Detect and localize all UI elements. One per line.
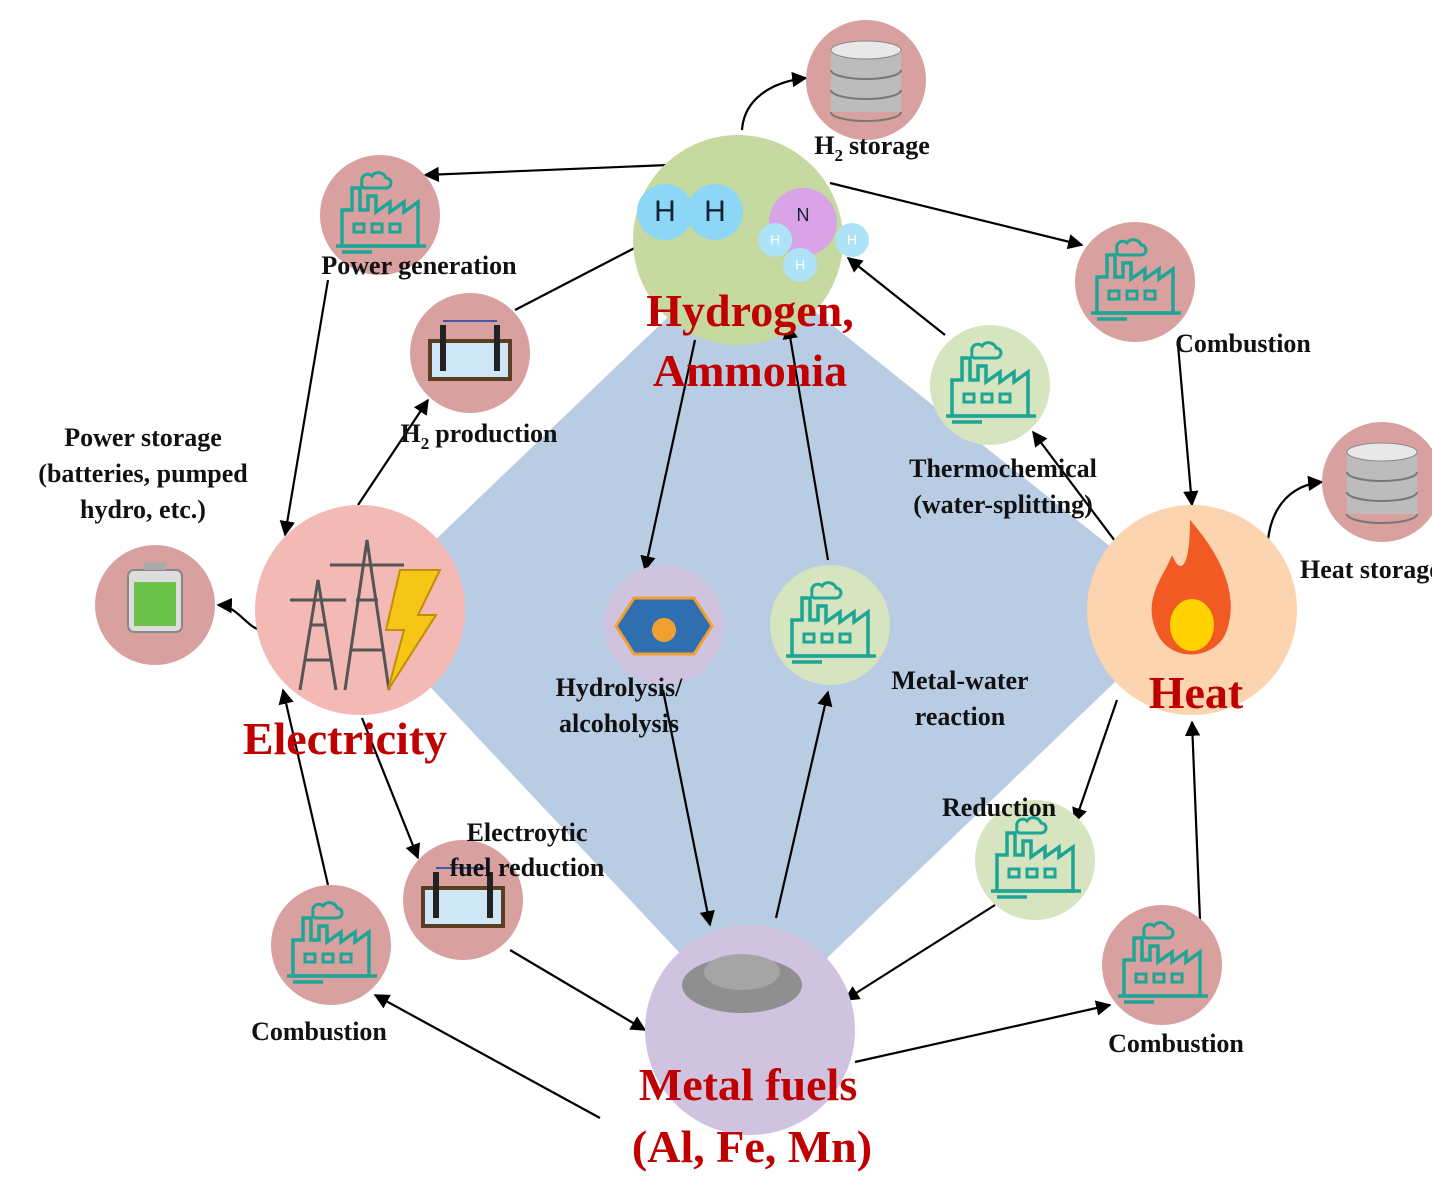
process-label: Metal-water xyxy=(891,666,1028,695)
process-label: Thermochemical xyxy=(909,454,1097,483)
arrow xyxy=(358,400,428,505)
flame-icon xyxy=(1170,599,1214,651)
label-part: 2 xyxy=(421,434,430,453)
database-icon xyxy=(831,41,901,121)
hub-label: Heat xyxy=(1149,667,1244,718)
battery-icon xyxy=(128,562,182,632)
atom-label: H xyxy=(704,195,726,228)
process-label: Hydrolysis/ xyxy=(556,673,683,702)
arrow xyxy=(1075,700,1117,822)
atom-label: N xyxy=(797,205,810,225)
process-label: Heat storage xyxy=(1300,555,1432,584)
atom-label: H xyxy=(654,195,676,228)
process-label: (water-splitting) xyxy=(913,490,1093,519)
arrow xyxy=(515,240,650,310)
diagram: H H N H H H Hydrogen, Ammonia Electricit… xyxy=(0,0,1432,1192)
process-label: hydro, etc.) xyxy=(80,495,206,524)
process-label: Power generation xyxy=(321,251,517,280)
page: { "hubs": { "hydrogen": ["Hydrogen,", "A… xyxy=(0,0,1432,1192)
arrow xyxy=(848,258,945,335)
arrow xyxy=(375,995,600,1118)
flask-icon xyxy=(652,618,676,642)
process-label: (batteries, pumped xyxy=(38,459,248,488)
arrow xyxy=(855,1005,1110,1062)
electricity-hub xyxy=(255,505,465,715)
arrow xyxy=(285,280,328,535)
process-label: reaction xyxy=(915,702,1006,731)
process-label: Combustion xyxy=(251,1017,387,1046)
metal-powder-icon xyxy=(704,954,780,990)
hub-label: Hydrogen, xyxy=(646,285,853,336)
atom-label: H xyxy=(770,232,780,248)
arrow xyxy=(1192,722,1200,920)
process-label: fuel reduction xyxy=(450,853,605,882)
process-label: H2 production xyxy=(400,419,558,453)
label-part: production xyxy=(435,419,558,448)
hub-label: (Al, Fe, Mn) xyxy=(632,1121,872,1172)
process-label: Electroytic xyxy=(467,818,588,847)
hub-label: Metal fuels xyxy=(639,1059,857,1110)
arrow xyxy=(425,165,668,175)
process-label: Power storage xyxy=(64,423,222,452)
process-label: Combustion xyxy=(1108,1029,1244,1058)
process-label: Reduction xyxy=(942,793,1057,822)
label-part: H xyxy=(400,419,420,448)
atom-label: H xyxy=(795,257,805,273)
atom-label: H xyxy=(847,232,857,248)
process-label: Combustion xyxy=(1175,329,1311,358)
process-label: alcoholysis xyxy=(559,709,679,738)
label-part: H xyxy=(814,131,834,160)
hub-label: Ammonia xyxy=(653,345,847,396)
label-part: storage xyxy=(849,131,930,160)
process-label: H2 storage xyxy=(814,131,930,165)
database-icon xyxy=(1347,443,1417,523)
arrow xyxy=(510,950,645,1030)
label-part: 2 xyxy=(834,146,843,165)
hub-label: Electricity xyxy=(243,713,447,764)
arrow xyxy=(1178,345,1192,505)
arrow xyxy=(845,905,995,1000)
arrow xyxy=(742,78,806,130)
arrow xyxy=(1268,482,1322,540)
